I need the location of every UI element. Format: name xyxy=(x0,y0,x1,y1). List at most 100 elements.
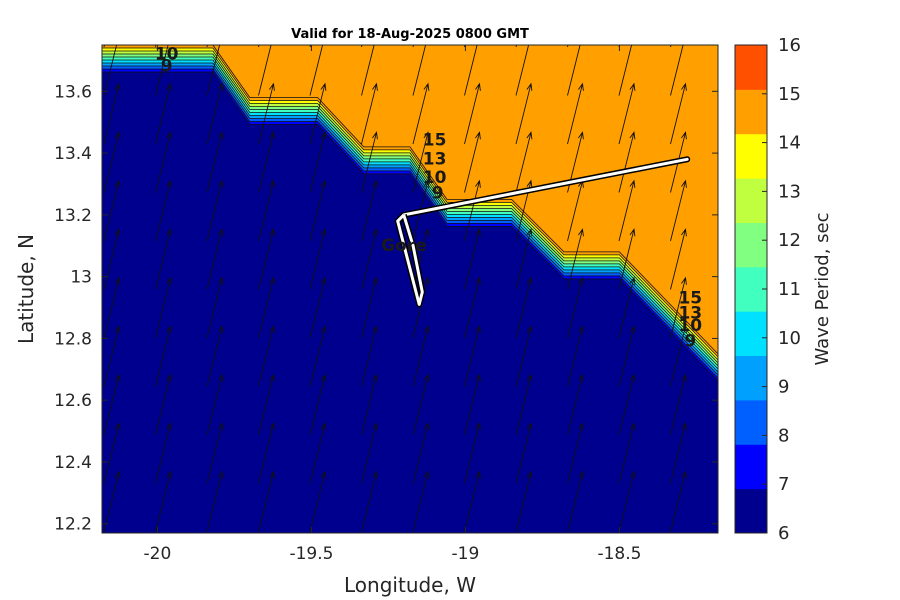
wave-direction-arrow xyxy=(567,470,584,533)
wave-direction-arrow xyxy=(206,373,224,436)
contour-line xyxy=(102,62,718,373)
wave-direction-arrow xyxy=(206,45,208,48)
contour-line xyxy=(102,50,718,361)
wave-direction-arrow xyxy=(670,228,687,290)
wave-direction-arrow xyxy=(464,373,481,436)
wave-direction-arrow xyxy=(412,276,430,339)
wave-direction-arrow xyxy=(618,325,636,387)
contour-label: 9 xyxy=(161,57,173,77)
wave-direction-arrow xyxy=(464,422,481,484)
x-axis: -20 -19.5 -19 -18.5 xyxy=(144,45,641,564)
y-axis-label: Latitude, N xyxy=(14,234,38,344)
wave-direction-arrow xyxy=(206,276,224,339)
wave-direction-arrow xyxy=(567,45,569,48)
x-tick-label: -20 xyxy=(144,544,172,564)
wave-direction-arrow xyxy=(361,470,378,533)
colorbar-tick-label: 13 xyxy=(778,181,801,202)
colorbar-tick-label: 9 xyxy=(778,377,789,398)
wave-direction-arrow xyxy=(206,131,224,193)
track-line xyxy=(402,157,689,217)
wave-direction-arrow xyxy=(412,82,430,145)
colorbar-tick-label: 10 xyxy=(778,328,801,349)
wave-direction-arrow xyxy=(515,470,533,533)
wave-direction-arrow xyxy=(361,373,378,436)
wave-direction-arrow xyxy=(155,82,172,145)
wave-direction-arrow xyxy=(258,373,275,436)
wave-direction-arrow xyxy=(567,325,584,387)
wave-direction-arrow xyxy=(412,422,430,484)
wave-direction-arrow xyxy=(618,131,636,193)
wave-direction-arrow xyxy=(361,179,378,242)
contour-line xyxy=(102,68,718,379)
colorbar-swatch xyxy=(735,178,767,223)
colorbar-tick-label: 11 xyxy=(778,279,801,300)
short-period-region xyxy=(102,45,718,533)
wave-direction-arrow xyxy=(670,373,687,436)
wave-direction-arrow xyxy=(103,45,105,48)
colorbar-tick-label: 12 xyxy=(778,230,801,251)
wave-direction-arrow xyxy=(464,179,481,242)
wave-direction-arrow xyxy=(155,276,172,339)
colorbar-swatch xyxy=(735,444,767,490)
wave-direction-arrow xyxy=(103,228,121,290)
wave-direction-arrow xyxy=(464,82,481,145)
wave-direction-arrow xyxy=(361,422,378,484)
wave-direction-arrow xyxy=(515,373,533,436)
wave-direction-arrow xyxy=(103,82,121,145)
wave-direction-arrow xyxy=(309,373,327,436)
wave-direction-arrow xyxy=(464,325,481,387)
colorbar-tick-label: 7 xyxy=(778,474,789,495)
y-tick-label: 12.8 xyxy=(54,329,92,349)
wave-direction-arrow xyxy=(258,179,275,242)
wave-direction-arrow xyxy=(309,325,327,387)
wave-direction-arrow xyxy=(103,470,121,533)
wave-direction-arrow xyxy=(258,325,275,387)
wave-direction-arrow xyxy=(361,276,378,339)
colorbar-tick-label: 15 xyxy=(778,84,801,105)
y-tick-label: 12.4 xyxy=(54,453,92,473)
y-tick-label: 12.2 xyxy=(54,515,92,535)
wave-direction-arrow xyxy=(670,45,672,48)
wave-direction-arrow xyxy=(103,276,121,339)
wave-direction-arrow xyxy=(464,228,481,290)
colorbar-tick-label: 8 xyxy=(778,425,789,446)
colorbar-swatch xyxy=(735,488,767,534)
wave-direction-arrow xyxy=(309,470,327,533)
wave-direction-arrow xyxy=(206,470,224,533)
wave-direction-arrow xyxy=(258,131,275,193)
colorbar-swatch xyxy=(735,89,767,135)
wave-direction-arrow xyxy=(412,373,430,436)
wave-direction-arrow xyxy=(464,470,481,533)
wave-direction-arrow xyxy=(618,422,636,484)
contour-label: 15 xyxy=(423,131,447,151)
colorbar-swatch xyxy=(735,222,767,268)
wave-direction-arrow xyxy=(670,179,687,242)
wave-direction-arrow xyxy=(567,276,584,339)
wave-direction-arrow xyxy=(309,276,327,339)
wave-direction-arrow xyxy=(309,131,327,193)
wave-direction-arrow xyxy=(618,470,636,533)
contour-label: 15 xyxy=(155,13,179,33)
wave-direction-arrow xyxy=(309,179,327,242)
wave-direction-arrow xyxy=(103,422,121,484)
wave-direction-arrow xyxy=(412,470,430,533)
wave-direction-arrow xyxy=(155,422,172,484)
colorbar-tick-label: 14 xyxy=(778,133,801,154)
y-tick-label: 13.2 xyxy=(54,206,92,226)
wave-direction-arrow xyxy=(258,276,275,339)
wave-direction-arrow xyxy=(515,131,533,193)
wave-direction-arrow xyxy=(309,422,327,484)
wave-direction-arrow xyxy=(670,82,687,145)
wave-direction-arrow xyxy=(155,325,172,387)
contour-line xyxy=(102,53,718,364)
wave-direction-arrow xyxy=(155,45,157,48)
wave-direction-arrow xyxy=(567,228,584,290)
wave-direction-arrow xyxy=(103,131,121,193)
wave-direction-arrow xyxy=(309,82,327,145)
wave-direction-arrow xyxy=(618,82,636,145)
wave-direction-arrow xyxy=(206,325,224,387)
colorbar-swatch xyxy=(735,45,767,90)
y-tick-label: 13.4 xyxy=(54,144,92,164)
x-tick-label: -18.5 xyxy=(597,544,641,564)
wave-direction-arrow xyxy=(515,325,533,387)
